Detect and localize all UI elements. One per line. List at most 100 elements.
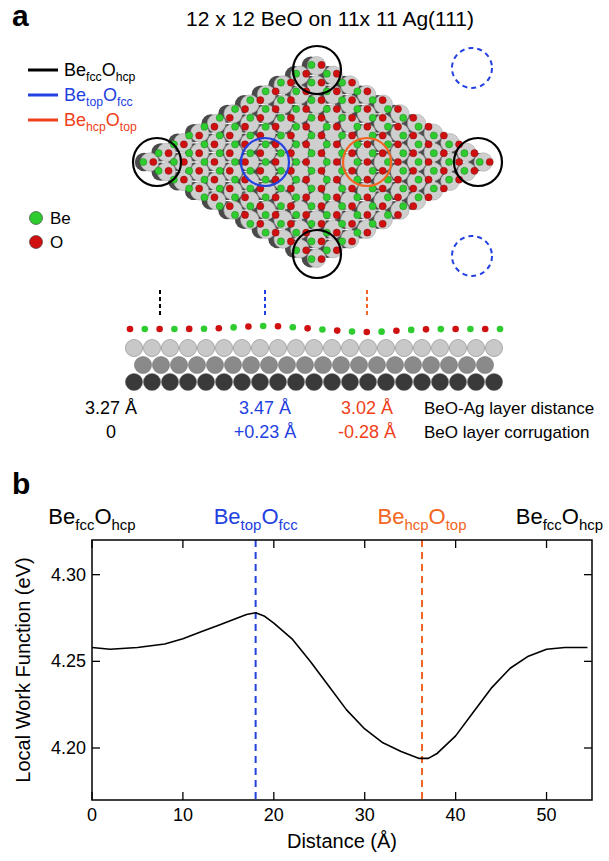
o-atom	[303, 70, 310, 77]
ag-atom	[307, 95, 325, 113]
be-atom	[354, 211, 361, 218]
ag-atom	[391, 124, 409, 142]
ag-atom	[431, 373, 448, 390]
o-atom	[318, 185, 325, 192]
subscript: fcc	[75, 516, 95, 533]
o-atom	[245, 323, 252, 330]
o-atom	[471, 167, 478, 174]
ag-atom	[206, 356, 223, 373]
o-atom	[410, 167, 417, 174]
be-atom	[201, 158, 208, 165]
o-atom	[333, 176, 340, 183]
be-atom	[400, 132, 407, 139]
be-atom	[260, 323, 267, 330]
o-atom	[165, 167, 172, 174]
subscript: hcp	[116, 70, 136, 84]
be-atom	[293, 194, 300, 201]
o-atom	[364, 194, 371, 201]
ag-atom	[224, 105, 242, 123]
o-atom	[196, 167, 203, 174]
atom-legend-dot	[30, 236, 43, 249]
site-circle	[454, 138, 502, 186]
o-atom	[364, 211, 371, 218]
ag-atom	[323, 373, 340, 390]
be-atom	[155, 150, 162, 157]
be-atom	[400, 167, 407, 174]
be-atom	[290, 324, 297, 331]
o-atom	[440, 167, 447, 174]
site-circle-dashed	[452, 236, 492, 276]
subscript: hcp	[86, 120, 106, 134]
o-atom	[364, 329, 371, 336]
o-atom	[440, 132, 447, 139]
be-atom	[262, 88, 269, 95]
ag-atom	[407, 114, 425, 132]
o-atom	[423, 326, 430, 333]
be-atom	[216, 203, 223, 210]
be-atom	[384, 211, 391, 218]
be-atom	[142, 326, 149, 333]
atom-legend-label: O	[50, 233, 63, 252]
be-atom	[308, 97, 315, 104]
o-atom	[196, 132, 203, 139]
be-atom	[323, 123, 330, 130]
o-atom	[226, 203, 233, 210]
be-atom	[323, 141, 330, 148]
o-atom	[425, 176, 432, 183]
ag-atom	[307, 114, 325, 132]
guide-line	[159, 290, 161, 318]
o-atom	[348, 79, 355, 86]
be-atom	[262, 158, 269, 165]
layer-distance: 3.47 Å	[239, 398, 291, 418]
ag-atom	[391, 182, 409, 200]
be-atom	[308, 61, 315, 68]
x-tick	[455, 540, 456, 548]
ag-atom	[424, 182, 442, 200]
ag-atom	[440, 356, 457, 373]
ag-atom	[207, 191, 225, 209]
o-atom	[211, 194, 218, 201]
o-atom	[318, 114, 325, 121]
y-tick-label: 4.30	[51, 565, 86, 585]
be-atom	[170, 158, 177, 165]
be-atom	[476, 158, 483, 165]
ag-atom	[467, 373, 484, 390]
ag-atom	[197, 339, 214, 356]
o-atom	[272, 229, 279, 236]
ag-atom	[391, 105, 409, 123]
be-atom	[384, 105, 391, 112]
o-atom	[425, 123, 432, 130]
o-atom	[482, 326, 489, 333]
o-atom	[318, 150, 325, 157]
be-atom	[415, 158, 422, 165]
o-atom	[211, 141, 218, 148]
be-atom	[430, 132, 437, 139]
subscript: fcc	[279, 516, 299, 533]
y-tick	[92, 661, 100, 662]
o-atom	[180, 176, 187, 183]
o-atom	[379, 203, 386, 210]
o-atom	[318, 79, 325, 86]
ag-atom	[125, 373, 142, 390]
element-symbol: O	[94, 504, 111, 529]
ag-atom	[125, 339, 142, 356]
legend-line	[28, 119, 58, 122]
ag-atom	[287, 373, 304, 390]
be-atom	[338, 203, 345, 210]
o-atom	[127, 326, 134, 333]
be-atom	[231, 211, 238, 218]
ag-atom	[449, 339, 466, 356]
header-label: BefccOhcp	[516, 504, 603, 533]
o-atom	[180, 141, 187, 148]
legend-label: BetopOfcc	[64, 85, 133, 109]
o-atom	[410, 185, 417, 192]
be-atom	[415, 141, 422, 148]
subscript: top	[446, 516, 467, 533]
be-atom	[354, 123, 361, 130]
be-atom	[354, 105, 361, 112]
ag-atom	[422, 356, 439, 373]
o-atom	[318, 220, 325, 227]
site-circle	[293, 230, 341, 278]
x-tick	[273, 540, 274, 548]
o-atom	[226, 167, 233, 174]
